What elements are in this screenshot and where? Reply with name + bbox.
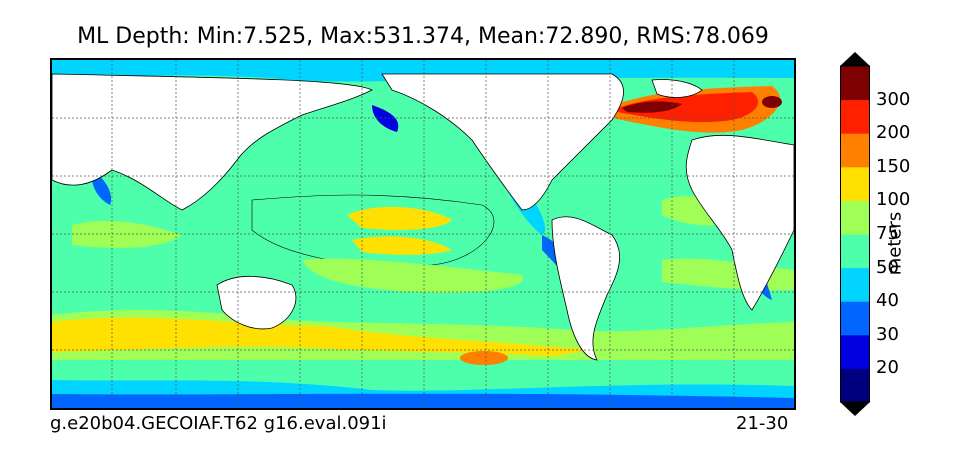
- colorbar-unit-label: meters: [884, 211, 906, 276]
- period-label: 21-30: [736, 413, 789, 434]
- north-atlantic-300: [622, 101, 682, 113]
- bering-20: [372, 105, 399, 132]
- southern-patch-150: [460, 351, 508, 365]
- colorbar-segment: [840, 200, 870, 235]
- run-identifier: g.e20b04.GECOIAF.T62 g16.eval.091i: [50, 413, 387, 434]
- colorbar-segment: [840, 234, 870, 269]
- colorbar: [840, 52, 870, 416]
- map-title: ML Depth: Min:7.525, Max:531.374, Mean:7…: [77, 24, 769, 49]
- colorbar-tick-label: 20: [876, 357, 899, 379]
- colorbar-segment: [840, 368, 870, 403]
- antarctic-band-30: [52, 393, 794, 408]
- pacific-patch-100-b: [352, 236, 452, 255]
- colorbar-segment: [840, 99, 870, 134]
- north-atlantic-200: [617, 92, 759, 123]
- colorbar-extend-min: [840, 402, 870, 416]
- southern-band-100: [52, 317, 592, 356]
- land-africa: [685, 134, 794, 311]
- colorbar-tick-label: 30: [876, 323, 899, 345]
- land-south-america: [551, 216, 620, 361]
- map-plot-area: [50, 58, 796, 410]
- colorbar-segment: [840, 267, 870, 302]
- nordic-300: [762, 96, 782, 108]
- land-greenland: [651, 79, 703, 98]
- colorbar-extend-max: [840, 52, 870, 66]
- ml-depth-map: [52, 60, 794, 408]
- colorbar-tick-label: 150: [876, 155, 911, 177]
- colorbar-tick-label: 200: [876, 122, 911, 144]
- colorbar-segment: [840, 301, 870, 336]
- colorbar-tick-label: 50: [876, 256, 899, 278]
- colorbar-border: [840, 65, 870, 403]
- pacific-patch-100-a: [347, 206, 452, 230]
- map-grid: [52, 60, 794, 408]
- south-pacific-patch-75: [302, 258, 524, 293]
- indian-patch-75: [72, 220, 182, 248]
- colorbar-segment: [840, 133, 870, 168]
- colorbar-tick-label: 40: [876, 290, 899, 312]
- colorbar-segment: [840, 166, 870, 201]
- colorbar-segment: [840, 66, 870, 101]
- colorbar-tick-label: 100: [876, 189, 911, 211]
- pacific-contour: [251, 194, 495, 267]
- colorbar-tick-label: 300: [876, 88, 911, 110]
- colorbar-tick-label: 75: [876, 223, 899, 244]
- colorbar-segment: [840, 334, 870, 369]
- land-australia: [216, 275, 297, 330]
